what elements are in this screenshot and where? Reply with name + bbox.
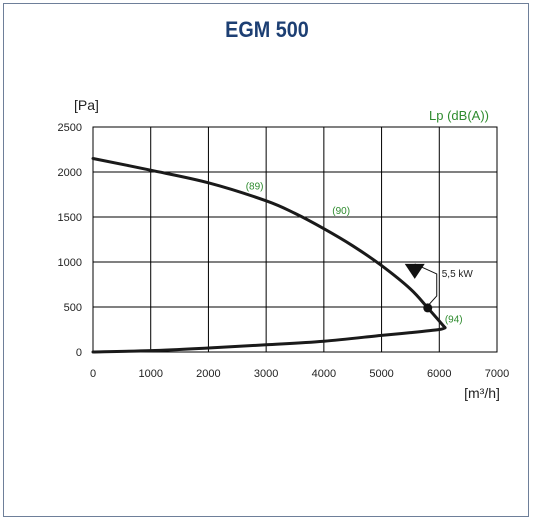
y-tick-label: 500	[64, 302, 82, 314]
sound-level-label: (94)	[445, 315, 463, 326]
y-tick-label: 2000	[58, 167, 82, 179]
operating-point-dot	[423, 303, 433, 313]
y-axis-label: [Pa]	[74, 97, 99, 113]
x-tick-label: 6000	[427, 368, 451, 380]
y-tick-label: 1500	[58, 212, 82, 224]
x-tick-label: 4000	[312, 368, 336, 380]
power-leader-line	[414, 263, 438, 307]
x-tick-label: 1000	[138, 368, 162, 380]
x-axis-label: [m³/h]	[464, 385, 500, 401]
power-marker-triangle	[404, 263, 425, 279]
sound-level-label: (89)	[246, 182, 264, 193]
x-tick-label: 3000	[254, 368, 278, 380]
x-tick-label: 5000	[369, 368, 393, 380]
chart-title: EGM 500	[225, 17, 309, 42]
fan-curve-line	[91, 157, 447, 330]
y-tick-label: 1000	[58, 257, 82, 269]
x-tick-label: 7000	[485, 368, 509, 380]
power-label: 5,5 kW	[442, 269, 474, 280]
x-tick-label: 0	[90, 368, 96, 380]
sound-level-axis-label: Lp (dB(A))	[429, 108, 489, 123]
system-curve-line	[91, 326, 447, 354]
sound-level-label: (90)	[332, 206, 350, 217]
x-tick-label: 2000	[196, 368, 220, 380]
y-tick-label: 0	[76, 347, 82, 359]
y-tick-label: 2500	[58, 122, 82, 134]
